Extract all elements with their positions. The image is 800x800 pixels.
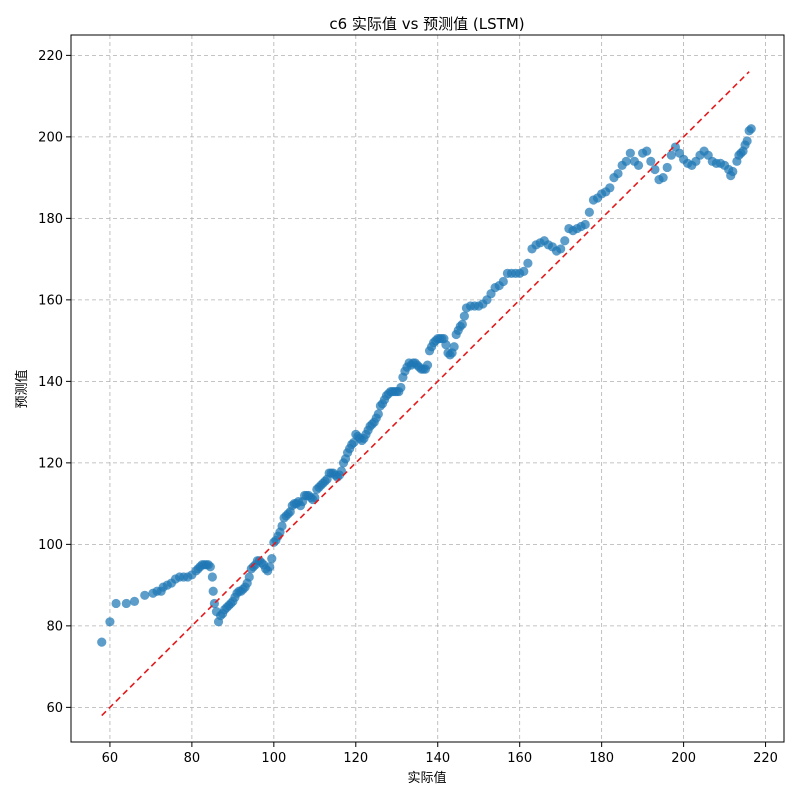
data-point bbox=[336, 466, 347, 476]
y-tick-label: 180 bbox=[38, 212, 63, 227]
data-point bbox=[580, 219, 590, 230]
data-point bbox=[584, 207, 594, 217]
data-point bbox=[605, 183, 615, 193]
y-tick-label: 200 bbox=[38, 130, 63, 145]
x-tick-label: 160 bbox=[507, 751, 532, 766]
data-point bbox=[140, 590, 150, 600]
data-point bbox=[396, 382, 406, 393]
data-point bbox=[207, 572, 217, 582]
y-tick-label: 100 bbox=[38, 538, 63, 553]
data-point bbox=[277, 521, 287, 531]
data-point bbox=[650, 164, 660, 175]
data-point bbox=[658, 173, 668, 183]
data-point bbox=[646, 156, 656, 166]
data-point bbox=[728, 166, 738, 177]
data-points bbox=[97, 124, 756, 647]
y-tick-label: 60 bbox=[46, 701, 63, 716]
data-point bbox=[244, 572, 254, 582]
data-point bbox=[621, 156, 631, 166]
x-tick-label: 220 bbox=[753, 751, 778, 766]
data-point bbox=[519, 266, 529, 276]
chart-title: c6 实际值 vs 预测值 (LSTM) bbox=[329, 15, 524, 33]
x-tick-label: 140 bbox=[425, 751, 450, 766]
x-tick-label: 180 bbox=[589, 751, 614, 766]
data-point bbox=[422, 360, 433, 370]
y-axis-label: 预测值 bbox=[14, 369, 30, 408]
data-point bbox=[613, 168, 623, 179]
y-tick-label: 140 bbox=[38, 375, 63, 390]
data-point bbox=[633, 160, 644, 170]
y-tick-label: 160 bbox=[38, 293, 63, 308]
data-point bbox=[121, 598, 131, 609]
grid bbox=[71, 35, 784, 742]
data-point bbox=[310, 492, 320, 503]
data-point bbox=[97, 637, 107, 647]
data-point bbox=[746, 124, 756, 134]
x-tick-label: 200 bbox=[671, 751, 696, 766]
data-point bbox=[441, 340, 451, 350]
x-tick-label: 80 bbox=[184, 751, 201, 766]
x-axis-label: 实际值 bbox=[407, 770, 446, 786]
data-point bbox=[556, 244, 566, 254]
data-point bbox=[642, 146, 652, 156]
data-point bbox=[457, 319, 467, 329]
data-point bbox=[498, 276, 508, 287]
data-point bbox=[625, 148, 635, 158]
data-point bbox=[205, 562, 215, 572]
x-tick-label: 60 bbox=[102, 751, 119, 766]
data-point bbox=[373, 409, 383, 419]
data-point bbox=[105, 617, 115, 627]
data-point bbox=[449, 342, 459, 352]
data-point bbox=[267, 554, 277, 564]
y-tick-label: 80 bbox=[46, 619, 63, 634]
data-point bbox=[742, 136, 752, 146]
data-point bbox=[459, 311, 469, 321]
data-point bbox=[560, 236, 570, 246]
reference-line bbox=[101, 71, 750, 717]
axis-ticks: 60 80 100 120 140 160 180 200 220 60 80 100 120 140 16… bbox=[38, 49, 778, 766]
data-point bbox=[129, 596, 140, 607]
data-point bbox=[662, 162, 672, 173]
x-tick-label: 120 bbox=[343, 751, 368, 766]
y-tick-label: 120 bbox=[38, 456, 63, 471]
data-point bbox=[523, 258, 533, 268]
data-point bbox=[208, 586, 218, 596]
data-point bbox=[666, 150, 676, 160]
plot-frame bbox=[70, 34, 785, 743]
y-tick-label: 220 bbox=[38, 49, 63, 64]
data-point bbox=[265, 562, 275, 572]
x-tick-label: 100 bbox=[261, 751, 286, 766]
data-point bbox=[111, 598, 121, 609]
